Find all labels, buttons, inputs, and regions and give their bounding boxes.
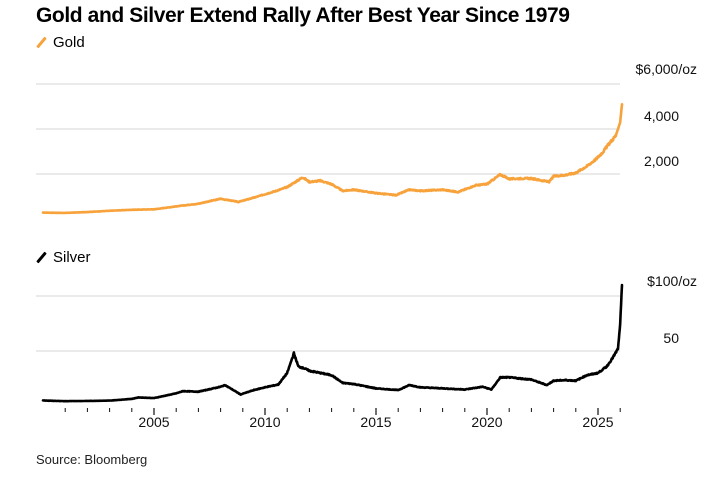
x-tick-label: 2015: [360, 414, 391, 430]
x-tick-label: 2025: [582, 414, 613, 430]
x-tick-label: 2020: [471, 414, 502, 430]
chart-title: Gold and Silver Extend Rally After Best …: [36, 4, 570, 27]
y-tick-label: $6,000/oz: [636, 61, 698, 77]
source-note: Source: Bloomberg: [36, 452, 148, 467]
y-tick-label: $100/oz: [647, 273, 697, 289]
legend-gold-label: Gold: [53, 34, 85, 51]
silver-series-line: [41, 283, 624, 403]
gold-y-axis-labels: 2,000 4,000 $6,000/oz: [636, 61, 698, 169]
x-tick-label: 2010: [249, 414, 280, 430]
x-axis: 2005 2010 2015 2020 2025: [64, 408, 621, 430]
legend-silver-label: Silver: [53, 249, 91, 266]
silver-gridlines: [36, 295, 620, 352]
y-tick-label: 4,000: [644, 108, 679, 124]
y-tick-label: 2,000: [644, 153, 679, 169]
gold-gridlines: [36, 83, 620, 175]
x-tick-label: 2005: [138, 414, 169, 430]
legend-gold: Gold: [36, 34, 85, 51]
silver-y-axis-labels: 50 $100/oz: [647, 273, 697, 346]
y-tick-label: 50: [663, 330, 679, 346]
legend-silver: Silver: [36, 249, 91, 266]
gold-series-line: [41, 103, 624, 215]
